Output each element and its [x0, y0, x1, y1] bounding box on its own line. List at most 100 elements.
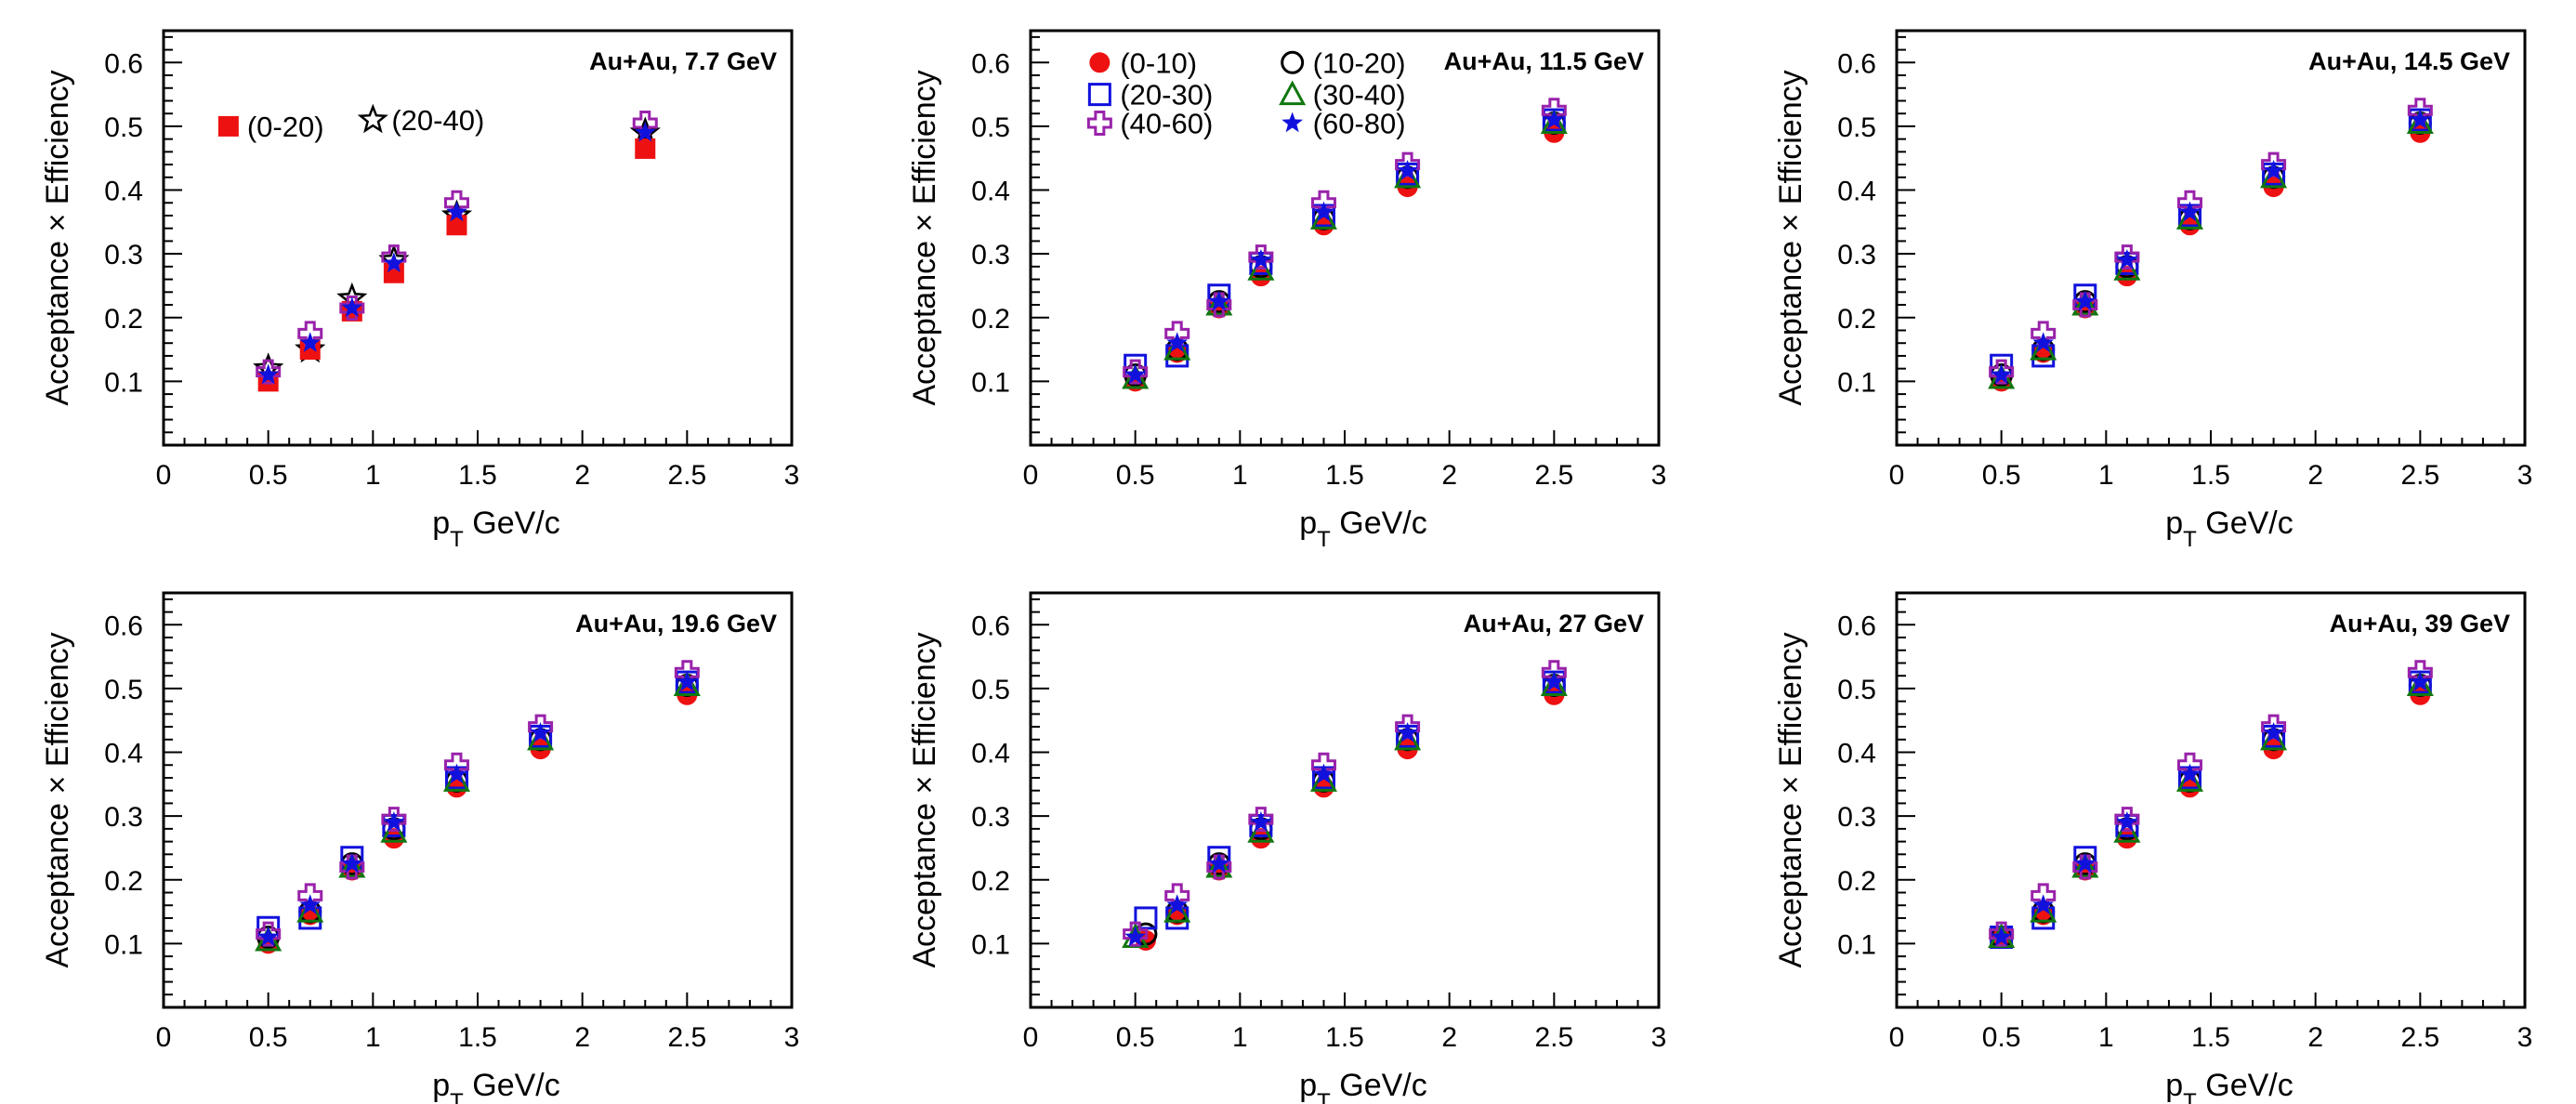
x-axis-title-unit: GeV/c — [2197, 1068, 2293, 1103]
x-axis-title: pT GeV/c — [432, 506, 560, 552]
x-tick-label: 2.5 — [667, 460, 706, 491]
legend-entry-30-40: (30-40) — [1279, 79, 1406, 112]
y-tick-label: 0.1 — [104, 929, 143, 960]
data-point — [1166, 332, 1189, 352]
y-tick-label: 0.1 — [1837, 367, 1876, 398]
y-tick-label: 0.3 — [1837, 802, 1876, 833]
legend-label: (20-30) — [1120, 79, 1213, 112]
data-point — [1205, 852, 1233, 878]
x-axis-title-unit: GeV/c — [464, 1068, 560, 1103]
x-tick-label: 2 — [1441, 1022, 1457, 1053]
x-axis-title: pT GeV/c — [2165, 1068, 2293, 1104]
legend-marker — [357, 103, 388, 134]
plot-frame — [162, 29, 794, 447]
series-60-80 — [1991, 671, 2431, 947]
data-point — [1134, 906, 1158, 930]
x-axis-title-subscript: T — [1317, 1089, 1331, 1104]
data-point — [1309, 204, 1337, 230]
data-point — [2116, 249, 2138, 269]
x-tick-label: 0.5 — [1116, 1022, 1155, 1053]
y-tick-label: 0.6 — [104, 48, 143, 79]
y-tick-label: 0.5 — [971, 675, 1010, 705]
y-tick-label: 0.4 — [104, 177, 143, 207]
x-axis-title-unit: GeV/c — [1331, 1068, 1427, 1103]
data-point — [299, 332, 322, 352]
data-point — [1208, 852, 1230, 874]
x-tick-label: 2.5 — [667, 1022, 706, 1053]
x-axis-title: pT GeV/c — [432, 1068, 560, 1104]
x-tick-label: 2 — [574, 1022, 590, 1053]
x-axis-title-main: p — [2165, 1068, 2183, 1103]
x-tick-label: 2 — [574, 460, 590, 491]
legend-label: (60-80) — [1313, 107, 1406, 139]
y-tick-label: 0.2 — [1837, 866, 1876, 897]
legend-marker — [217, 115, 239, 137]
y-tick-label: 0.2 — [104, 304, 143, 335]
x-axis-title-unit: GeV/c — [1331, 506, 1427, 541]
data-point — [1124, 363, 1147, 385]
panel-annotation: Au+Au, 14.5 GeV — [2308, 47, 2510, 75]
x-tick-label: 0 — [1023, 460, 1039, 491]
y-tick-label: 0.5 — [104, 675, 143, 705]
x-axis-title-main: p — [1299, 1068, 1317, 1103]
data-point — [2116, 811, 2138, 832]
legend: (0-10) (10-20) (20-30) (30-40) (40-60) (60-80… — [1086, 46, 1406, 139]
panel-3: 0 0.5 1 1.5 2 2.5 3 0.1 0.2 0.3 0.4 0.5 0.6 Acceptanc… — [1773, 29, 2532, 552]
x-tick-label: 3 — [784, 1022, 800, 1053]
data-point — [2030, 335, 2057, 361]
data-point — [383, 811, 405, 832]
y-tick-label: 0.4 — [971, 177, 1010, 207]
data-point — [1989, 921, 2015, 947]
x-tick-label: 0 — [1889, 460, 1905, 491]
series-60-80 — [1124, 671, 1565, 947]
x-tick-label: 0 — [156, 460, 172, 491]
panel-5: 0 0.5 1 1.5 2 2.5 3 0.1 0.2 0.3 0.4 0.5 0.6 Acceptanc… — [907, 591, 1666, 1104]
data-point — [446, 763, 467, 784]
panel-annotation: Au+Au, 11.5 GeV — [1444, 47, 1644, 75]
data-point — [2032, 894, 2055, 914]
data-point — [2071, 852, 2099, 878]
legend-label: (40-60) — [1120, 107, 1213, 139]
series-60-80 — [257, 121, 656, 385]
legend-label: (0-20) — [247, 111, 324, 143]
panel-annotation: Au+Au, 7.7 GeV — [589, 47, 777, 75]
y-tick-label: 0.5 — [971, 112, 1010, 143]
data-point — [2179, 201, 2201, 222]
series-60-80 — [1124, 109, 1565, 385]
data-point — [1313, 201, 1334, 222]
y-axis-title: Acceptance × Efficiency — [40, 70, 75, 405]
legend-marker — [1089, 52, 1111, 73]
panel-6: 0 0.5 1 1.5 2 2.5 3 0.1 0.2 0.3 0.4 0.5 0.6 Acceptanc… — [1773, 591, 2533, 1104]
data-point — [1313, 763, 1334, 784]
y-tick-label: 0.3 — [104, 240, 143, 270]
legend-marker — [1279, 80, 1307, 106]
data-point — [634, 121, 656, 142]
data-point — [1123, 921, 1149, 947]
data-point — [530, 722, 551, 743]
y-tick-label: 0.4 — [971, 739, 1010, 769]
x-tick-label: 3 — [2517, 1022, 2533, 1053]
y-tick-label: 0.3 — [971, 802, 1010, 833]
data-point — [2263, 722, 2284, 743]
y-tick-label: 0.5 — [1837, 675, 1876, 705]
data-point — [1166, 894, 1189, 914]
data-point — [2030, 897, 2057, 923]
x-tick-label: 0.5 — [249, 1022, 288, 1053]
y-axis-title: Acceptance × Efficiency — [1773, 70, 1808, 405]
y-tick-label: 0.4 — [104, 739, 143, 769]
data-point — [257, 926, 280, 947]
data-point — [442, 767, 470, 792]
data-point — [2409, 109, 2431, 129]
data-point — [299, 894, 322, 914]
x-tick-label: 1.5 — [2191, 1022, 2230, 1053]
x-axis-title-main: p — [432, 506, 450, 541]
data-point — [2263, 160, 2284, 180]
data-point — [2114, 244, 2140, 270]
panel-annotation: Au+Au, 27 GeV — [1464, 610, 1644, 637]
x-tick-label: 0.5 — [1982, 1022, 2021, 1053]
legend: (0-20) (20-40) — [217, 103, 484, 143]
y-tick-label: 0.2 — [971, 866, 1010, 897]
data-point — [341, 852, 363, 874]
y-tick-label: 0.2 — [104, 866, 143, 897]
y-tick-label: 0.1 — [1837, 929, 1876, 960]
